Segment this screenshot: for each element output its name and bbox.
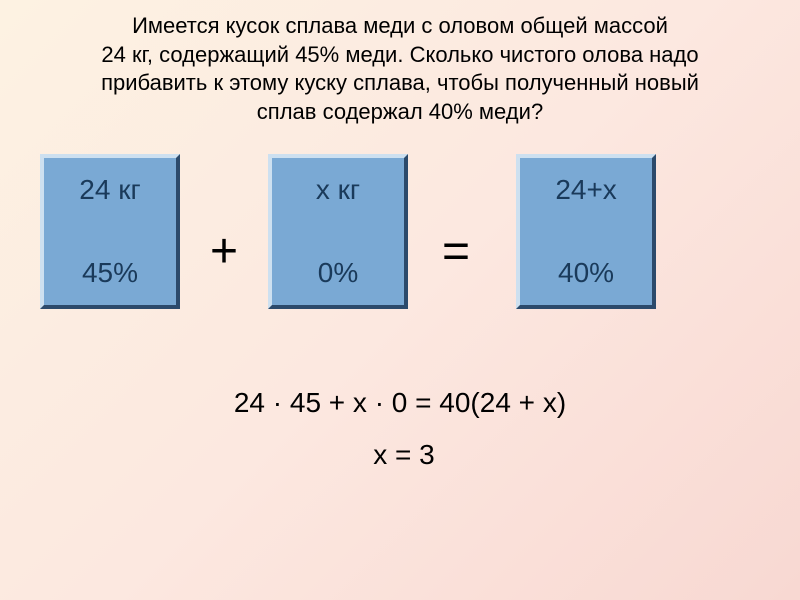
plus-operator: + [210, 224, 238, 279]
alloy-box-added: х кг 0% [268, 154, 408, 309]
alloy-box-initial: 24 кг 45% [40, 154, 180, 309]
box3-percent: 40% [558, 257, 614, 289]
box1-percent: 45% [82, 257, 138, 289]
box2-percent: 0% [318, 257, 358, 289]
problem-line-3: прибавить к этому куску сплава, чтобы по… [30, 69, 770, 98]
solution-text: х = 3 [0, 439, 800, 471]
box1-mass: 24 кг [79, 174, 140, 206]
equation-text: 24 · 45 + х · 0 = 40(24 + х) [0, 387, 800, 419]
problem-statement: Имеется кусок сплава меди с оловом общей… [0, 0, 800, 126]
diagram-row: 24 кг 45% + х кг 0% = 24+х 40% [0, 154, 800, 309]
problem-line-4: сплав содержал 40% меди? [30, 98, 770, 127]
equals-operator: = [442, 224, 470, 279]
problem-line-2: 24 кг, содержащий 45% меди. Сколько чист… [30, 41, 770, 70]
alloy-box-result: 24+х 40% [516, 154, 656, 309]
box3-mass: 24+х [555, 174, 617, 206]
box2-mass: х кг [316, 174, 360, 206]
problem-line-1: Имеется кусок сплава меди с оловом общей… [30, 12, 770, 41]
